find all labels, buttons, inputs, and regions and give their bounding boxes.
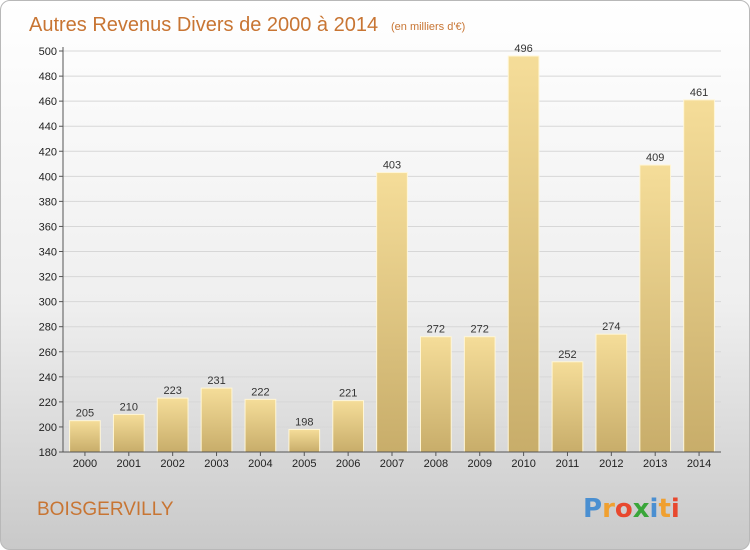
x-tick-label: 2001 xyxy=(117,458,141,470)
logo-letter: t xyxy=(658,494,670,524)
bar-2001 xyxy=(112,413,145,453)
proxiti-logo: Proxiti xyxy=(583,494,680,524)
data-label: 496 xyxy=(514,43,532,55)
place-name: BOISGERVILLY xyxy=(37,499,174,520)
data-label: 461 xyxy=(690,87,708,99)
bar-2006 xyxy=(332,400,364,453)
data-label: 223 xyxy=(163,385,181,397)
y-tick-label: 340 xyxy=(39,247,57,259)
bars xyxy=(69,55,715,453)
data-label: 272 xyxy=(427,324,445,336)
bar-2012 xyxy=(595,333,628,453)
y-tick-label: 320 xyxy=(39,272,57,284)
bar-2004 xyxy=(244,398,277,453)
data-label: 274 xyxy=(602,321,620,333)
bar-2009 xyxy=(463,336,496,453)
x-tick-label: 2007 xyxy=(380,458,404,470)
data-label: 198 xyxy=(295,416,313,428)
logo-letter: i xyxy=(650,494,659,524)
y-tick-label: 380 xyxy=(39,196,57,208)
y-tick-label: 200 xyxy=(39,422,57,434)
x-tick-label: 2002 xyxy=(160,458,184,470)
x-tick-label: 2011 xyxy=(556,458,580,470)
data-label: 231 xyxy=(207,375,225,387)
y-tick-label: 440 xyxy=(39,121,57,133)
data-label: 221 xyxy=(339,388,357,400)
bar-2002 xyxy=(156,397,189,453)
y-tick-label: 460 xyxy=(39,96,57,108)
y-tick-label: 260 xyxy=(39,347,57,359)
x-tick-label: 2012 xyxy=(599,458,623,470)
bar-2010 xyxy=(507,55,540,453)
bar-2000 xyxy=(69,420,101,453)
y-tick-label: 420 xyxy=(39,146,57,158)
logo-letter: P xyxy=(583,494,602,524)
bar-2013 xyxy=(639,164,672,453)
x-axis-ticks: 2000 2001 2002 2003 2004 2005 2006 2007 2008 2009… xyxy=(73,452,711,470)
bar-2003 xyxy=(200,387,233,453)
bar-2008 xyxy=(420,336,452,453)
x-tick-label: 2003 xyxy=(204,458,228,470)
data-label: 210 xyxy=(120,401,138,413)
chart-subtitle: (en milliers d'€) xyxy=(391,21,465,33)
y-tick-label: 220 xyxy=(39,397,57,409)
y-tick-label: 240 xyxy=(39,372,57,384)
x-tick-label: 2009 xyxy=(467,458,491,470)
bar-2011 xyxy=(551,361,584,453)
data-labels: 205 210 223 231 222 198 221 403 272 272 496 252 274 4… xyxy=(76,43,708,428)
bar-2005 xyxy=(288,428,321,453)
data-label: 409 xyxy=(646,152,664,164)
logo-letter: r xyxy=(602,494,615,524)
x-tick-label: 2006 xyxy=(336,458,360,470)
data-label: 205 xyxy=(76,408,94,420)
data-label: 252 xyxy=(558,349,576,361)
x-tick-label: 2014 xyxy=(687,458,711,470)
logo-letter: i xyxy=(671,494,680,524)
y-tick-label: 280 xyxy=(39,322,57,334)
logo-letter: x xyxy=(633,494,650,524)
x-tick-label: 2010 xyxy=(511,458,535,470)
y-tick-label: 300 xyxy=(39,297,57,309)
data-label: 272 xyxy=(471,324,489,336)
y-tick-label: 360 xyxy=(39,221,57,233)
x-tick-label: 2000 xyxy=(73,458,97,470)
x-tick-label: 2013 xyxy=(643,458,667,470)
y-tick-label: 400 xyxy=(39,171,57,183)
y-tick-label: 480 xyxy=(39,71,57,83)
y-tick-label: 500 xyxy=(39,46,57,58)
x-tick-label: 2005 xyxy=(292,458,316,470)
data-label: 403 xyxy=(383,160,401,172)
bar-2007 xyxy=(376,172,408,453)
x-tick-label: 2008 xyxy=(424,458,448,470)
logo-letter: o xyxy=(615,494,633,524)
data-label: 222 xyxy=(251,386,269,398)
y-tick-label: 180 xyxy=(39,447,57,459)
bar-2014 xyxy=(683,99,715,453)
x-tick-label: 2004 xyxy=(248,458,272,470)
chart-title: Autres Revenus Divers de 2000 à 2014 xyxy=(29,14,378,36)
y-axis-ticks: 180 200 220 240 260 280 300 320 340 360 380 400 420 4… xyxy=(39,46,63,459)
